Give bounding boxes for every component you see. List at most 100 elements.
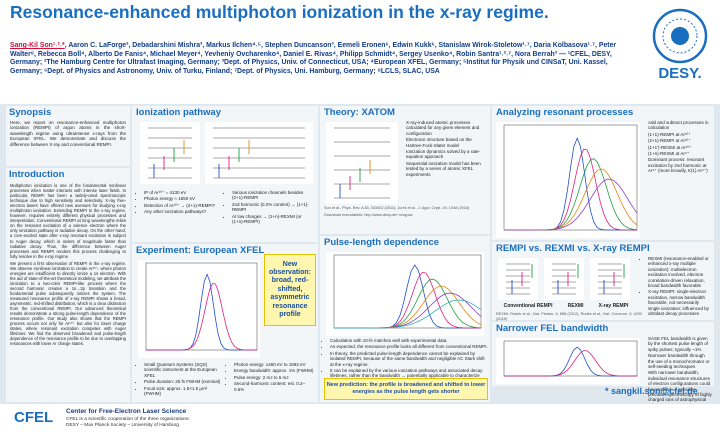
section-title: REMPI vs. REXMI vs. X-ray REMPI [496,243,650,254]
bullet: 2nd harmonic (0.2% content) → (1+1)-REMP… [232,202,314,213]
bullet: Calculation with 10-fs matches well with… [330,338,488,343]
callout: New observation: broad, red-shifted, asy… [264,254,316,326]
bullets-block: IP of Ar¹⁰⁺ = 4130 eVPhoton energy ≈ 155… [138,190,218,216]
bullet: At low charges → (1+n)-REXMI (or (1+n)-R… [232,214,314,225]
bullet-list: REXMI (resonance-enabled or enhanced x-r… [642,256,712,316]
poster-body: Synopsis Here, we report on resonance-enh… [0,104,720,408]
bullet: Small Quantum Systems (SQS) scientific i… [144,362,222,378]
figure [498,258,538,300]
refs-block: Son et al., Phys. Rev. A 83, 033402 (201… [324,206,484,219]
figure [496,338,640,384]
bullet: X-ray REMPI: single-electron excitation,… [648,289,712,316]
plot-part [503,124,638,231]
section-title: Pulse-length dependence [324,237,440,248]
footer: CFEL Center for Free-Electron Laser Scie… [0,404,720,432]
bullet: Photon energy: 1460 eV to 1593 eV [234,362,314,367]
figure [140,122,200,184]
plot-curve [504,178,638,231]
contact-email: * sangkil.son@cfel.de [605,386,698,396]
bullet-list: Small Quantum Systems (SQS) scientific i… [138,362,222,396]
poster-title: Resonance-enhanced multiphoton ionizatio… [10,2,549,22]
affiliations: — ¹CFEL, DESY, Germany; ²The Hamburg Cen… [10,50,612,75]
bullet: REXMI (resonance-enabled or enhanced x-r… [648,256,712,288]
bullet: Energy bandwidth: approx. 1% (FWHM) [234,368,314,373]
bullets-block: SASE FEL bandwidth is given by the short… [642,336,712,409]
paragraph: Multiphoton ionization is one of the fun… [10,183,126,259]
section-title: Narrower FEL bandwidth [496,323,609,334]
section-title: Synopsis [9,107,52,118]
desy-logo: DESY. [652,8,708,82]
plot-part [145,262,258,351]
bullet: As expected, the resonance profile looks… [330,344,488,349]
footer-name: Center for Free-Electron Laser Science [66,408,187,415]
reference: REXMI: Rudek et al., Nat. Photon. 6, 858… [496,312,642,321]
figure [326,252,484,336]
figure [496,122,640,238]
plot-curve [334,299,482,329]
bullets-block: REXMI (resonance-enabled or enhanced x-r… [642,256,712,317]
bullet: Second-harmonic content: est. 0.2–0.6% [234,381,314,392]
bullet: Ionization dynamics solved by a rate-equ… [406,149,488,160]
diagram-label: X-ray REMPI [598,303,629,309]
bullets-block: Small Quantum Systems (SQS) scientific i… [138,362,222,397]
bullet: Focal size: approx. 1.5×1.5 μm² (FWHM) [144,386,222,397]
bullet: Sequential ionization model has been tes… [406,161,488,177]
callout: New prediction: the profile is broadened… [324,378,488,400]
footer-line: DESY – Max Planck Society – University o… [66,423,179,428]
bullet: (2+1)-REMPI at Ar¹⁰⁺ [648,138,712,143]
plot-curve [504,148,637,231]
bullet: Any other ionization pathways? [144,209,218,214]
bullet: (1+n)-REXMI at Ar⁹⁺ [648,151,712,156]
figure [544,258,584,300]
cfel-logo: CFEL [14,409,54,426]
reference: Download executables: http://www.desy.de… [324,212,413,217]
section-title: Ionization pathway [136,107,221,118]
plot-curve [146,282,257,351]
bullet: SASE FEL bandwidth is given by the short… [648,336,712,352]
bullet-list: SASE FEL bandwidth is given by the short… [642,336,712,408]
figure [590,258,630,300]
figure [326,122,398,204]
authors: , Aaron C. LaForge³, Debadarshini Mishra… [10,42,617,58]
refs-block: REXMI: Rudek et al., Nat. Photon. 6, 858… [496,312,642,323]
bullet: Add and subtract processes in calculatio… [648,120,712,131]
labels-block: Conventional REMPI REXMI X-ray REMPI [496,303,636,309]
bullets2-block: Photon energy: 1460 eV to 1593 eVEnergy … [228,362,314,393]
diagram-label: Conventional REMPI [503,303,553,309]
paragraphs-block: Here, we report on resonance-enhanced mu… [10,120,126,149]
plot-curve [504,346,637,377]
paragraphs-block: Multiphoton ionization is one of the fun… [10,183,126,349]
section-title: Theory: XATOM [324,107,395,118]
bullet: (1+1')-REXMI at Ar¹⁰⁺ [648,145,712,150]
bullet-list: X-ray-induced atomic processes calculate… [400,120,488,177]
section-title: Analyzing resonant processes [496,107,634,118]
section: Synopsis Here, we report on resonance-enh… [6,106,130,166]
plot-curve [504,350,637,377]
author-list: Sang-Kil Son¹˒²˒*, Aaron C. LaForge³, De… [10,42,640,76]
plot-curve [334,292,482,329]
section-title: Experiment: European XFEL [136,245,265,256]
bullet: Narrower bandwidth through the use of a … [648,353,712,369]
plot-curve [146,273,257,351]
bullet: In theory, the predicted pulse-length de… [330,351,488,367]
bullet: Detection of Ar¹⁰⁺ → (2+1)-REMPI? [144,203,218,208]
logo-text: DESY. [658,65,701,82]
bullet: (1+1)-REMPI at Ar¹⁰⁺ [648,132,712,137]
bullet-list: Add and subtract processes in calculatio… [642,120,712,174]
first-author: Sang-Kil Son¹˒²˒* [10,42,65,49]
paragraph: We present a first observation of REMPI … [10,260,126,347]
footer-line: CFEL is a scientific cooperation of the … [66,417,190,422]
bullets-block: X-ray-induced atomic processes calculate… [400,120,488,178]
bullet-list: Various ionization channels besides (2+1… [226,190,314,224]
bullet: Dominant process: resonant excitation by… [648,157,712,173]
bullets2-block: Various ionization channels besides (2+1… [226,190,314,225]
bullet: Photon energy ≈ 1550 eV [144,196,218,201]
bullet: Pulse energy: 2 mJ to 6 mJ [234,375,314,380]
paragraph: Here, we report on resonance-enhanced mu… [10,120,126,147]
diagram-label: REXMI [567,303,584,309]
plot-part [503,340,638,377]
bullet: Various ionization channels besides (2+1… [232,190,314,201]
section-title: Introduction [9,169,65,180]
section: Introduction Multiphoton ionization is on… [6,168,130,402]
reference: Son et al., Phys. Rev. A 83, 033402 (201… [324,206,470,210]
